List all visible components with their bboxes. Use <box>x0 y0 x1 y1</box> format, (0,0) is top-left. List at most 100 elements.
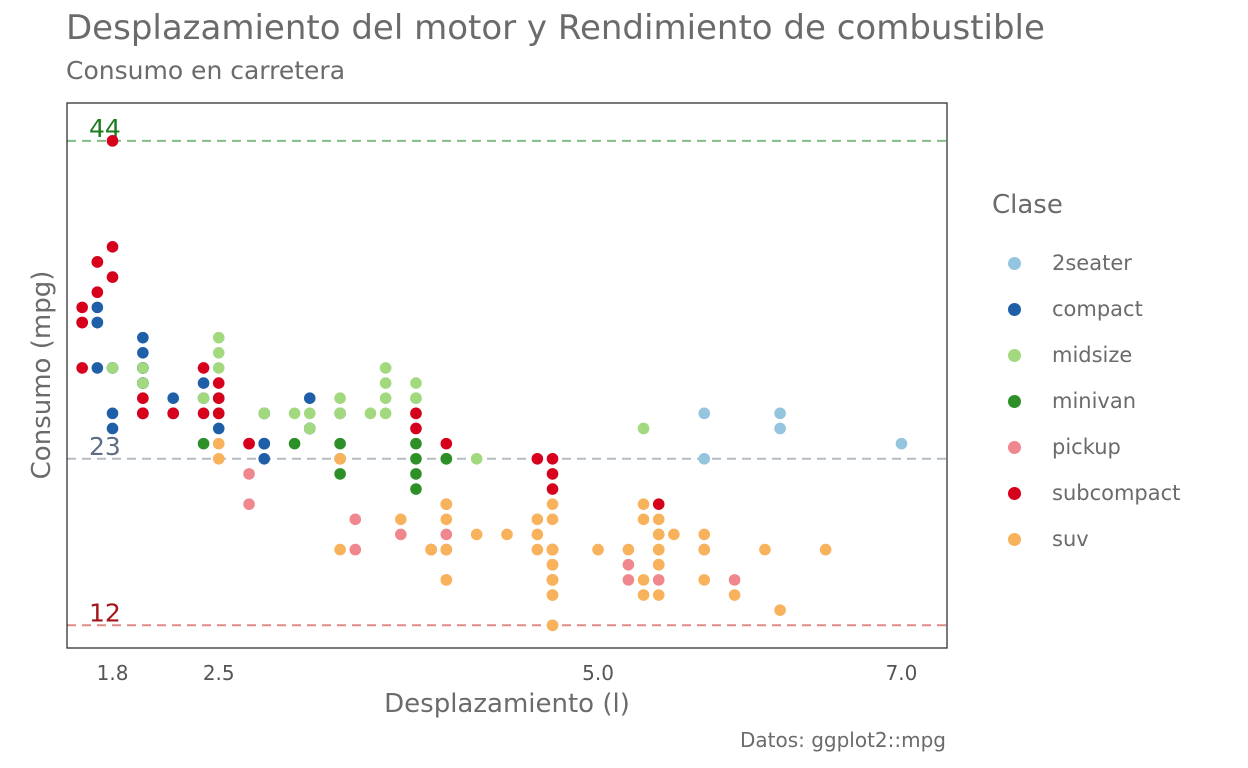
point-subcompact-28 <box>531 452 544 465</box>
point-midsize-7 <box>364 407 377 420</box>
point-suv-11 <box>728 589 741 601</box>
point-subcompact-1 <box>410 422 422 435</box>
data-points <box>76 135 908 632</box>
point-subcompact-16 <box>91 256 104 268</box>
point-subcompact-3 <box>546 452 559 465</box>
point-suv-41 <box>668 528 680 541</box>
point-minivan-9 <box>410 437 422 450</box>
point-suv-34 <box>212 452 225 465</box>
reference-line-label-12: 12 <box>89 598 121 627</box>
point-2seater-0 <box>698 407 711 420</box>
legend-item-subcompact: subcompact <box>992 470 1180 516</box>
x-tick-label: 2.5 <box>203 661 235 685</box>
point-suv-18 <box>531 513 544 526</box>
point-suv-36 <box>546 589 559 601</box>
point-suv-47 <box>637 589 650 601</box>
point-subcompact-10 <box>76 301 88 314</box>
point-suv-22 <box>531 543 544 556</box>
point-suv-32 <box>334 543 346 556</box>
reference-line-label-23: 23 <box>89 432 121 461</box>
point-midsize-22 <box>379 407 392 420</box>
point-suv-17 <box>440 513 453 526</box>
point-suv-44 <box>425 543 437 556</box>
point-suv-38 <box>652 543 665 556</box>
point-midsize-24 <box>637 422 650 435</box>
point-subcompact-14 <box>91 286 104 299</box>
chart-title: Desplazamiento del motor y Rendimiento d… <box>66 8 1045 48</box>
point-suv-10 <box>698 528 711 541</box>
x-tick-label: 1.8 <box>97 661 129 685</box>
legend-key-minivan <box>1008 394 1021 408</box>
point-midsize-14 <box>212 346 225 359</box>
point-subcompact-25 <box>137 407 149 420</box>
legend-key-subcompact <box>1008 486 1021 500</box>
legend-key-pickup <box>1008 440 1021 454</box>
point-midsize-1 <box>288 407 301 420</box>
x-tick-label: 7.0 <box>886 661 918 685</box>
point-compact-8 <box>106 422 119 435</box>
point-suv-25 <box>440 543 453 556</box>
point-suv-37 <box>652 589 665 601</box>
point-midsize-27 <box>137 377 149 389</box>
point-subcompact-0 <box>410 407 422 420</box>
point-pickup-1 <box>243 468 255 480</box>
legend-item-midsize: midsize <box>992 332 1180 378</box>
point-midsize-8 <box>410 392 422 405</box>
legend-label: 2seater <box>1052 251 1132 275</box>
legend-label: pickup <box>1052 435 1121 459</box>
point-2seater-4 <box>895 437 908 450</box>
point-suv-43 <box>440 574 453 586</box>
point-subcompact-24 <box>212 407 225 420</box>
chart-subtitle: Consumo en carretera <box>66 56 346 85</box>
point-compact-25 <box>212 422 225 435</box>
point-midsize-26 <box>137 362 149 374</box>
point-minivan-1 <box>288 437 301 450</box>
point-minivan-4 <box>410 452 422 465</box>
point-pickup-19 <box>652 574 665 586</box>
point-subcompact-2 <box>440 437 453 450</box>
point-minivan-6 <box>410 483 422 495</box>
point-subcompact-8 <box>106 241 119 253</box>
point-subcompact-23 <box>243 437 255 450</box>
legend-item-suv: suv <box>992 516 1180 562</box>
point-suv-12 <box>546 513 559 526</box>
point-suv-42 <box>546 498 559 510</box>
point-subcompact-12 <box>76 316 88 329</box>
point-subcompact-4 <box>546 468 559 480</box>
legend-item-minivan: minivan <box>992 378 1180 424</box>
point-pickup-4 <box>394 528 407 541</box>
point-minivan-10 <box>440 452 453 465</box>
point-suv-19 <box>592 543 604 556</box>
x-tick-label: 5.0 <box>582 661 614 685</box>
point-minivan-5 <box>410 468 422 480</box>
legend-label: midsize <box>1052 343 1133 367</box>
legend-title: Clase <box>992 190 1063 220</box>
point-suv-26 <box>546 619 559 632</box>
point-midsize-25 <box>106 362 119 374</box>
point-subcompact-5 <box>546 483 559 495</box>
point-compact-15 <box>91 301 104 314</box>
point-minivan-0 <box>197 437 210 450</box>
point-midsize-4 <box>410 377 422 389</box>
point-midsize-3 <box>334 392 346 405</box>
point-subcompact-21 <box>212 377 225 389</box>
point-midsize-15 <box>212 331 225 344</box>
point-pickup-2 <box>349 513 362 526</box>
point-suv-48 <box>531 528 544 541</box>
legend-key-compact <box>1008 302 1021 316</box>
point-suv-4 <box>394 513 407 526</box>
point-suv-40 <box>774 604 786 616</box>
y-axis-label: Consumo (mpg) <box>27 271 57 480</box>
point-midsize-11 <box>379 362 392 374</box>
x-axis-ticks: 1.8 2.5 5.0 7.0 <box>97 661 918 685</box>
point-suv-29 <box>759 543 771 556</box>
point-midsize-13 <box>212 362 225 374</box>
legend-label: suv <box>1052 527 1089 551</box>
point-suv-20 <box>470 528 483 541</box>
point-compact-3 <box>137 346 149 359</box>
point-suv-3 <box>819 543 832 556</box>
point-suv-0 <box>637 498 650 510</box>
plot-border <box>66 102 948 649</box>
point-suv-31 <box>334 452 346 465</box>
